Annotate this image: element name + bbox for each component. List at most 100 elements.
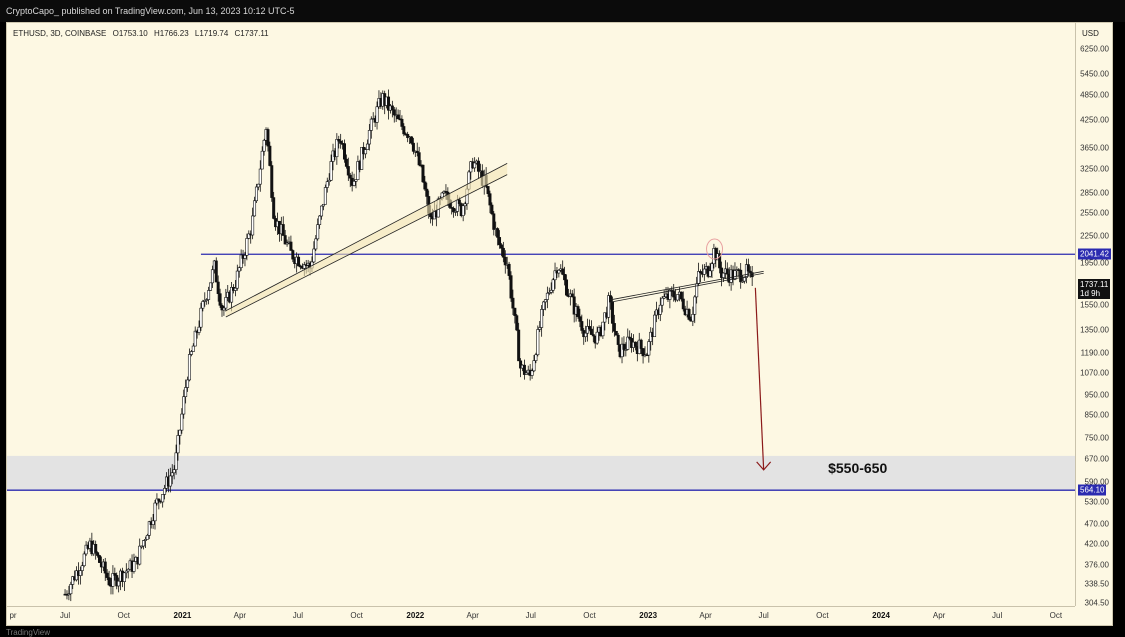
candle [71,576,75,585]
candle [457,199,461,204]
price-tick-label: 304.50 [1084,598,1109,608]
candle [517,329,521,362]
candle [235,270,239,289]
candle [297,256,301,267]
candle [425,188,429,197]
candle [283,235,287,245]
rising-channel-fill [225,163,508,317]
candle [387,96,391,111]
candle [721,272,725,278]
candle [364,149,368,155]
candle [746,264,750,272]
price-tick-label: 420.00 [1084,539,1109,549]
candle [124,570,128,574]
candle [281,224,285,236]
candle [492,213,496,230]
candle [668,289,672,300]
candle [476,160,480,172]
candle [224,297,228,309]
candle [98,555,102,563]
top-highlight-circle [706,238,724,260]
candle [421,164,425,183]
candle [563,274,567,281]
candle [344,158,348,167]
candle [237,267,241,272]
candle [572,296,576,315]
candle [145,535,149,540]
candle [578,316,582,322]
candle [239,254,243,269]
price-tick-label: 2550.00 [1080,208,1109,218]
candle [522,364,526,375]
candle [576,306,580,317]
candle [607,295,611,318]
candle [122,572,126,582]
candle [396,114,400,120]
time-tick-label: Oct [117,611,130,620]
candle [409,136,413,144]
candle [96,552,100,556]
price-scale[interactable]: USD 6250.00 5450.00 4850.00 4250.00 3650.00 3… [1075,23,1112,608]
candle [473,162,477,169]
candle [161,494,165,503]
candle [153,502,157,522]
candle [230,287,234,303]
candle [601,321,605,337]
ohlc-legend: ETHUSD, 3D, COINBASE O1753.10 H1766.23 L… [13,29,273,38]
candle [201,301,205,309]
candle [543,299,547,303]
candle [515,315,519,331]
candle [423,181,427,190]
candle [509,275,513,299]
candle [612,323,616,332]
price-tick-label: 950.00 [1084,390,1109,400]
plot-area[interactable]: ETHUSD, 3D, COINBASE O1753.10 H1766.23 L… [7,23,1075,606]
candle [534,354,538,361]
price-tick-label: 1190.00 [1080,348,1109,358]
candle [490,204,494,215]
candle [147,521,151,536]
target-zone-label: $550-650 [828,459,888,476]
candle [676,294,680,301]
candle [536,329,540,356]
price-chart[interactable] [7,23,1075,606]
candle [687,309,691,320]
candle [417,152,421,166]
time-tick-label: Apr [233,611,247,620]
price-tick-label: 6250.00 [1080,44,1109,54]
countdown-label: 1d 9h [1080,288,1101,298]
candle [589,328,593,335]
candle [633,341,637,347]
candle [325,181,329,188]
candle [157,498,161,502]
candle [80,565,84,571]
price-tick-label: 2850.00 [1080,188,1109,198]
candle [390,105,394,111]
candle [697,271,701,285]
candle [662,296,666,299]
time-tick-label: 2023 [639,611,658,620]
neckline-upper [609,270,764,301]
candle [653,314,657,338]
candle [718,253,722,269]
candle [126,568,130,572]
time-scale[interactable]: pr Jul Oct 2021 Apr Jul Oct 2022 Apr Jul Oct 2023 Ap… [7,606,1075,625]
candle [291,250,295,260]
time-tick-label: Jul [525,611,536,620]
candle [272,197,276,219]
candle [496,228,500,238]
candle [524,372,528,375]
candle [369,118,373,131]
candle [584,332,588,338]
candle [354,179,358,182]
candle [616,334,620,345]
chart-frame[interactable]: ETHUSD, 3D, COINBASE O1753.10 H1766.23 L… [6,22,1113,626]
candle [622,343,626,350]
publisher-line: CryptoCapo_ published on TradingView.com… [0,0,1125,22]
candle [214,260,218,283]
candle [591,334,595,337]
candle [547,292,551,294]
candle [580,321,584,331]
candle [610,301,614,324]
price-tick-label: 3650.00 [1080,143,1109,153]
